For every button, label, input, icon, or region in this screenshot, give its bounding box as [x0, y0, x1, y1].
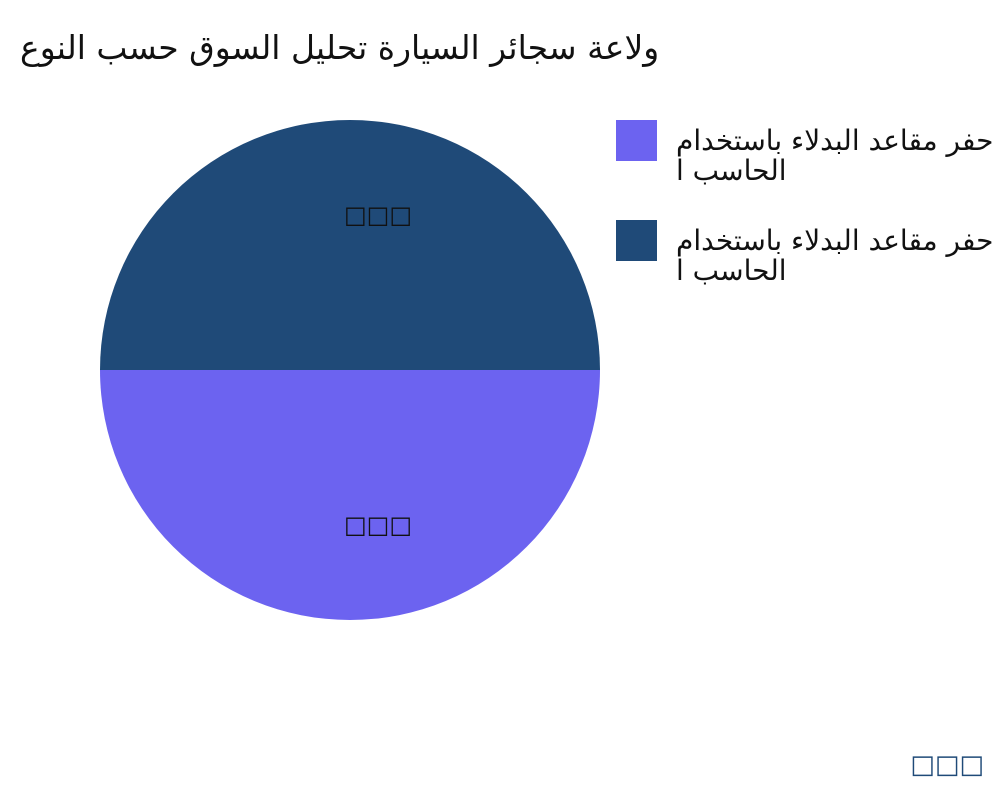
slice-label: □□□: [344, 511, 412, 539]
pie-slice[interactable]: [100, 370, 600, 620]
chart-title: ولاعة سجائر السيارة تحليل السوق حسب النو…: [20, 28, 660, 67]
legend-label: حفر مقاعد البدلاء باستخدام الحاسب ا: [676, 124, 994, 187]
legend-label: حفر مقاعد البدلاء باستخدام الحاسب ا: [676, 224, 994, 287]
pie-slice[interactable]: [100, 120, 600, 370]
legend-item[interactable]: حفر مقاعد البدلاء باستخدام الحاسب ا: [616, 120, 1000, 186]
legend-item[interactable]: حفر مقاعد البدلاء باستخدام الحاسب ا: [616, 220, 1000, 286]
footer-text: □□□: [910, 750, 984, 780]
legend-swatch: [616, 120, 657, 161]
legend-swatch: [616, 220, 657, 261]
slice-label: □□□: [344, 201, 412, 229]
